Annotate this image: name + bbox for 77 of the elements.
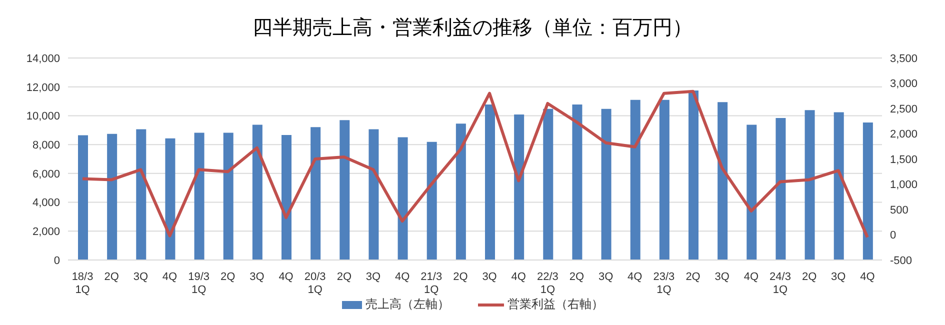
y-tick-label: 10,000 [26, 110, 60, 123]
bar [630, 100, 640, 260]
x-tick-label: 24/3 1Q [770, 271, 791, 296]
chart-title: 四半期売上高・営業利益の推移（単位：百万円） [252, 16, 694, 41]
legend-label: 売上高（左軸） [366, 296, 450, 313]
x-tick-label: 2Q [220, 271, 236, 283]
bar [776, 118, 786, 260]
y2-tick-label: 2,000 [890, 128, 918, 141]
x-tick-label: 4Q [628, 271, 643, 283]
x-tick-label: 20/3 1Q [304, 271, 326, 296]
x-tick-label: 3Q [482, 271, 498, 283]
legend-label: 営業利益（右軸） [508, 296, 604, 313]
x-tick-label: 3Q [831, 271, 846, 283]
y-tick-label: 6,000 [32, 168, 60, 180]
x-tick-label: 21/3 1Q [420, 271, 442, 296]
x-tick-label: 18/3 1Q [72, 271, 94, 296]
bar [688, 90, 698, 260]
x-tick-label: 2Q [336, 271, 352, 283]
bar [572, 104, 582, 260]
bar [718, 102, 728, 260]
bar [310, 127, 321, 260]
x-tick-label: 3Q [133, 271, 148, 283]
x-tick-label: 2Q [569, 271, 585, 283]
line-series [81, 90, 869, 239]
y2-tick-label: 1,000 [890, 179, 918, 192]
x-tick-label: 4Q [162, 271, 178, 283]
x-tick-label: 22/3 1Q [536, 271, 558, 296]
y2-tick-label: 0 [890, 230, 896, 242]
x-tick-label: 3Q [366, 271, 382, 283]
bar [398, 137, 408, 260]
y2-tick-label: 500 [890, 204, 908, 216]
bar [194, 132, 204, 260]
bar [456, 124, 466, 260]
x-tick-label: 19/3 1Q [188, 271, 210, 296]
y-tick-label: 4,000 [32, 197, 60, 210]
y-tick-label: 0 [54, 254, 60, 267]
bar [485, 104, 495, 260]
bar [514, 114, 524, 260]
x-tick-label: 2Q [104, 271, 120, 283]
x-tick-label: 4Q [278, 271, 294, 283]
y2-tick-label: 2,500 [890, 103, 918, 116]
y-tick-label: 8,000 [32, 139, 60, 152]
bar [601, 108, 612, 260]
x-tick-label: 3Q [250, 271, 265, 283]
x-tick-label: 4Q [744, 271, 759, 283]
bar [78, 135, 88, 260]
y2-tick-label: 3,000 [890, 78, 918, 90]
x-tick-label: 4Q [394, 271, 410, 283]
x-tick-label: 3Q [714, 271, 730, 283]
y-tick-label: 14,000 [26, 52, 60, 65]
bar [659, 100, 670, 260]
bar [543, 108, 554, 260]
bar [804, 110, 815, 260]
bar [136, 129, 146, 260]
x-tick-label: 4Q [860, 271, 876, 283]
bar [834, 112, 844, 260]
bar [340, 120, 350, 260]
y-tick-label: 2,000 [32, 226, 60, 238]
bar [368, 129, 379, 260]
y2-tick-label: 1,500 [890, 154, 918, 166]
bar [282, 135, 292, 260]
x-tick-label: 3Q [598, 271, 614, 283]
bar [862, 122, 873, 260]
bar [165, 138, 176, 260]
bar [223, 132, 234, 260]
bar [252, 124, 262, 260]
x-tick-label: 2Q [802, 271, 818, 283]
x-tick-label: 23/3 1Q [653, 271, 675, 296]
y2-tick-label: -500 [890, 254, 912, 267]
bar [746, 124, 757, 260]
bar [426, 142, 437, 260]
y-tick-label: 12,000 [26, 82, 60, 94]
x-tick-label: 4Q [511, 271, 526, 283]
bar [107, 134, 118, 260]
x-tick-label: 2Q [686, 271, 701, 283]
x-tick-label: 2Q [453, 271, 468, 283]
y2-tick-label: 3,500 [890, 52, 918, 65]
